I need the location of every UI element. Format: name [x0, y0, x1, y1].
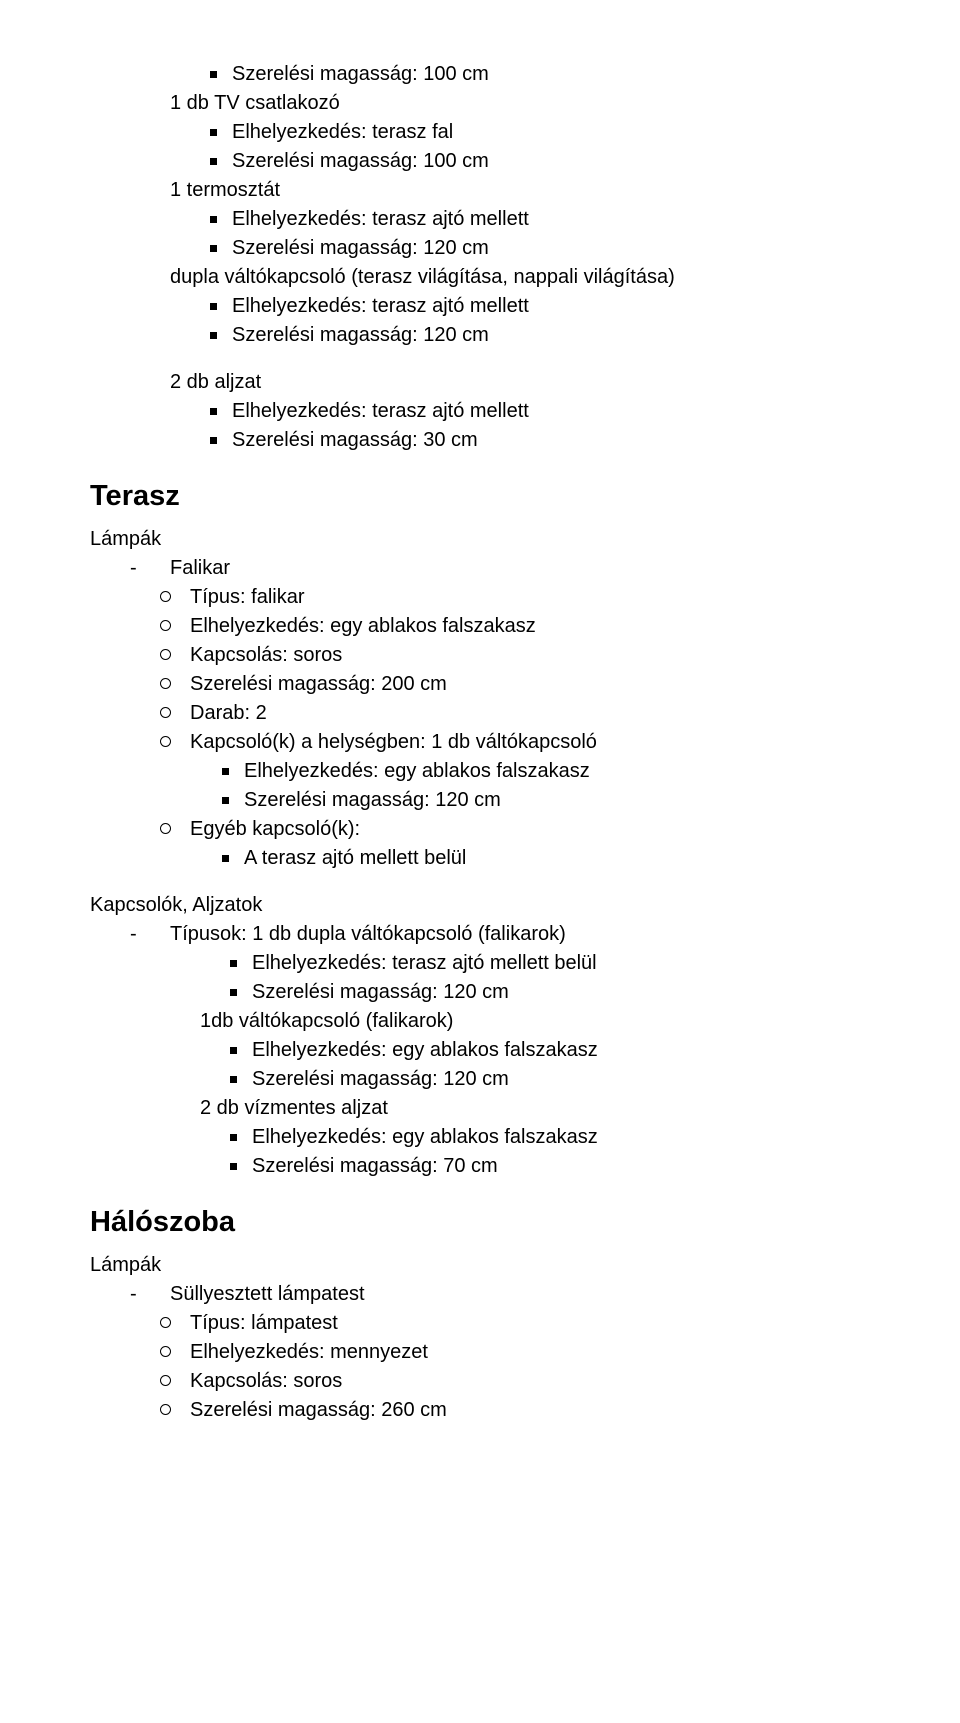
lamp-group: Süllyesztett lámpatest Típus: lámpatest …: [130, 1280, 880, 1425]
spec-line: Szerelési magasság: 100 cm: [210, 60, 880, 89]
spec-line: Szerelési magasság: 120 cm: [230, 1065, 880, 1094]
heading-haloszoba: Hálószoba: [90, 1201, 880, 1243]
sub-type: 2 db vízmentes aljzat: [170, 1094, 880, 1123]
lamp-group-label: Falikar: [170, 557, 230, 579]
types-item: Típusok: 1 db dupla váltókapcsoló (falik…: [130, 920, 880, 1181]
lamps-label: Lámpák: [90, 525, 880, 554]
spec-group: Elhelyezkedés: terasz ajtó mellett Szere…: [90, 205, 880, 263]
spec-line: Elhelyezkedés: terasz ajtó mellett: [210, 292, 880, 321]
switches-label: Kapcsoló(k) a helységben: 1 db váltókapc…: [190, 731, 597, 753]
spec-line: Elhelyezkedés: mennyezet: [160, 1338, 880, 1367]
spec-line: Kapcsoló(k) a helységben: 1 db váltókapc…: [160, 728, 880, 815]
spec-line: Szerelési magasság: 260 cm: [160, 1396, 880, 1425]
spec-line: Szerelési magasság: 100 cm: [210, 147, 880, 176]
spec-line: Elhelyezkedés: terasz ajtó mellett: [210, 397, 880, 426]
lamp-group: Falikar Típus: falikar Elhelyezkedés: eg…: [130, 554, 880, 873]
spec-line: Kapcsolás: soros: [160, 641, 880, 670]
lamps-list: Falikar Típus: falikar Elhelyezkedés: eg…: [90, 554, 880, 873]
spec-line: Típus: lámpatest: [160, 1309, 880, 1338]
spec-line: Darab: 2: [160, 699, 880, 728]
sub-type: 1db váltókapcsoló (falikarok): [170, 1007, 880, 1036]
lamps-list: Süllyesztett lámpatest Típus: lámpatest …: [90, 1280, 880, 1425]
tv-connector: 1 db TV csatlakozó: [90, 89, 880, 118]
spec-line: Elhelyezkedés: egy ablakos falszakasz: [160, 612, 880, 641]
spec-line: Szerelési magasság: 30 cm: [210, 426, 880, 455]
spec-line: Elhelyezkedés: egy ablakos falszakasz: [230, 1036, 880, 1065]
spec-line: Szerelési magasság: 120 cm: [210, 321, 880, 350]
spec-line: Elhelyezkedés: terasz fal: [210, 118, 880, 147]
spec-line: Szerelési magasság: 70 cm: [230, 1152, 880, 1181]
heading-terasz: Terasz: [90, 475, 880, 517]
spec-line: A terasz ajtó mellett belül: [222, 844, 880, 873]
switches-list: Típusok: 1 db dupla váltókapcsoló (falik…: [90, 920, 880, 1181]
top-block: Szerelési magasság: 100 cm: [90, 60, 880, 89]
types-label: Típusok: 1 db dupla váltókapcsoló (falik…: [170, 923, 566, 945]
lamps-label: Lámpák: [90, 1251, 880, 1280]
sockets: 2 db aljzat: [90, 368, 880, 397]
spec-line: Szerelési magasság: 120 cm: [222, 786, 880, 815]
spec-line: Szerelési magasság: 120 cm: [230, 978, 880, 1007]
spec-line: Szerelési magasság: 120 cm: [210, 234, 880, 263]
spec-line: Elhelyezkedés: terasz ajtó mellett belül: [230, 949, 880, 978]
spec-line: Típus: falikar: [160, 583, 880, 612]
other-switches-label: Egyéb kapcsoló(k):: [190, 818, 360, 840]
switches-sockets-label: Kapcsolók, Aljzatok: [90, 891, 880, 920]
spec-group: Elhelyezkedés: terasz ajtó mellett Szere…: [90, 397, 880, 455]
dual-switch: dupla váltókapcsoló (terasz világítása, …: [90, 263, 880, 292]
spec-line: Elhelyezkedés: terasz ajtó mellett: [210, 205, 880, 234]
spec-group: Elhelyezkedés: terasz ajtó mellett Szere…: [90, 292, 880, 350]
spec-line: Elhelyezkedés: egy ablakos falszakasz: [230, 1123, 880, 1152]
lamp-group-label: Süllyesztett lámpatest: [170, 1283, 365, 1305]
spec-line: Kapcsolás: soros: [160, 1367, 880, 1396]
thermostat: 1 termosztát: [90, 176, 880, 205]
spec-group: Elhelyezkedés: terasz fal Szerelési maga…: [90, 118, 880, 176]
spec-line: Szerelési magasság: 200 cm: [160, 670, 880, 699]
spec-line: Elhelyezkedés: egy ablakos falszakasz: [222, 757, 880, 786]
spec-line: Egyéb kapcsoló(k): A terasz ajtó mellett…: [160, 815, 880, 873]
